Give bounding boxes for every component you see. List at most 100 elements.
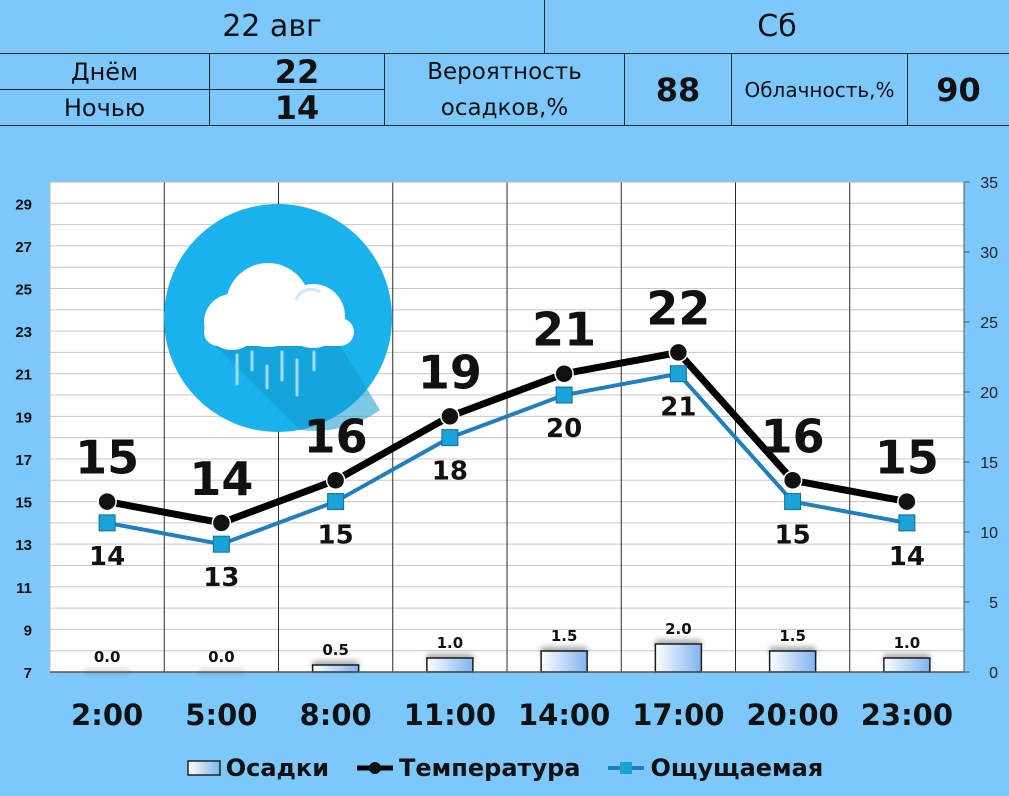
y-left-tick-label: 7 <box>24 665 32 682</box>
y-left-tick-label: 19 <box>15 409 32 426</box>
temperature-point <box>440 406 460 427</box>
feels-like-value-label: 13 <box>203 563 239 593</box>
temperature-value-label: 14 <box>189 452 253 506</box>
precip-prob-label-line1: Вероятность <box>427 58 582 85</box>
temperature-point <box>554 363 574 384</box>
y-left-tick-label: 17 <box>15 452 32 469</box>
night-temp-value: 14 <box>274 88 320 127</box>
y-right-tick-label: 30 <box>980 245 998 262</box>
cloud-value-cell: 90 <box>908 54 1009 126</box>
x-tick-label: 2:00 <box>71 698 143 732</box>
legend-item-temperature: Температура <box>355 754 580 782</box>
y-right-tick-label: 35 <box>980 175 998 192</box>
feels-like-line <box>106 371 908 547</box>
weekday-cell: Сб <box>545 0 1009 54</box>
precip-prob-label-line2: осадков,% <box>440 94 569 121</box>
temperature-value-label: 16 <box>304 409 368 463</box>
y-right-tick-label: 5 <box>989 595 998 612</box>
legend-temp-swatch <box>357 762 394 774</box>
y-right-tick-label: 10 <box>980 525 998 542</box>
precip-value-label: 0.0 <box>208 648 235 666</box>
forecast-chart: 0.0 0.0 0.5 1.0 1.5 2.0 1.5 1.0 15 14 16 19 21 22 16 15… <box>15 175 998 732</box>
precip-bar-shadow <box>84 668 131 674</box>
x-tick-label: 14:00 <box>518 698 610 732</box>
y-right-tick-label: 15 <box>980 455 998 472</box>
y-left-tick-label: 21 <box>15 367 32 384</box>
x-tick-label: 17:00 <box>632 698 724 732</box>
night-label: Ночью <box>63 93 146 122</box>
feels-like-value-label: 14 <box>89 542 125 572</box>
temperature-value-label: 15 <box>875 431 939 485</box>
precip-prob-value: 88 <box>655 70 701 109</box>
y-left-tick-label: 9 <box>24 622 32 639</box>
precip-bar <box>426 657 474 673</box>
legend-feels-swatch <box>608 762 645 774</box>
x-tick-label: 23:00 <box>861 698 953 732</box>
x-tick-label: 11:00 <box>404 698 496 732</box>
temperature-value-label: 19 <box>418 345 482 399</box>
day-label: Днём <box>70 57 139 86</box>
y-left-tick-label: 13 <box>15 537 32 554</box>
feels-like-point <box>327 493 345 511</box>
series-lines <box>97 342 917 553</box>
precip-bar <box>311 664 360 673</box>
temperature-value-label: 15 <box>75 431 139 485</box>
y-left-tick-label: 11 <box>16 580 32 597</box>
legend-item-precip: Осадки <box>186 754 329 782</box>
precip-prob-label-cell: Вероятность осадков,% <box>385 54 625 126</box>
header-table: 22 авг Сб Днём 22 Ночью 14 Вероятность о… <box>0 0 1009 127</box>
grid <box>49 181 965 673</box>
feels-like-value-label: 14 <box>889 542 925 572</box>
temperature-point <box>897 491 917 512</box>
y-left-tick-label: 15 <box>15 495 32 512</box>
precip-value-label: 1.0 <box>894 634 921 652</box>
feels-like-point <box>212 535 230 553</box>
feels-like-point <box>669 365 687 383</box>
temperature-value-label: 21 <box>532 303 596 357</box>
precip-value-label: 1.5 <box>551 627 578 645</box>
feels-like-value-label: 21 <box>660 393 696 423</box>
feels-like-value-label: 18 <box>432 457 468 487</box>
feels-like-value-label: 20 <box>546 414 582 444</box>
temperature-point <box>211 513 232 533</box>
cloud-label: Облачность,% <box>744 77 895 102</box>
temperature-value-label: 22 <box>646 281 710 335</box>
legend-label-feels: Ощущаемая <box>650 754 824 782</box>
y-left-tick-label: 25 <box>15 282 32 299</box>
precip-bar-shadow <box>198 668 245 674</box>
precip-bar <box>768 650 817 673</box>
axes: 7 9 11 13 15 17 19 21 23 25 27 29 0 5 10 15 20 25 30 35 2:00… <box>15 175 998 732</box>
precip-value-label: 1.0 <box>437 634 464 652</box>
date-text: 22 авг <box>222 9 322 44</box>
precip-prob-value-cell: 88 <box>625 54 732 126</box>
day-value-cell: 22 <box>210 52 385 91</box>
date-cell: 22 авг <box>0 0 545 54</box>
feels-like-point <box>898 514 916 532</box>
feels-like-value-label: 15 <box>318 521 354 551</box>
x-tick-label: 5:00 <box>185 698 257 732</box>
precip-bar <box>540 650 588 673</box>
y-right-tick-label: 25 <box>980 315 998 332</box>
temperature-line <box>106 348 908 527</box>
precip-bar <box>883 657 931 673</box>
y-right-tick-label: 0 <box>989 665 998 682</box>
night-label-cell: Ночью <box>0 90 210 126</box>
x-tick-label: 8:00 <box>300 698 372 732</box>
feels-like-value-label: 15 <box>775 521 811 551</box>
temperature-point <box>97 491 117 512</box>
weekday-text: Сб <box>757 9 797 44</box>
data-labels: 0.0 0.0 0.5 1.0 1.5 2.0 1.5 1.0 15 14 16 19 21 22 16 15… <box>75 281 939 666</box>
day-temp-value: 22 <box>274 52 320 91</box>
y-left-tick-label: 23 <box>15 324 32 341</box>
y-left-tick-label: 29 <box>15 196 32 213</box>
precip-value-label: 2.0 <box>665 620 692 638</box>
legend-label-temperature: Температура <box>399 754 581 782</box>
night-value-cell: 14 <box>210 88 385 127</box>
cloud-value: 90 <box>936 70 981 109</box>
y-left-tick-label: 27 <box>15 239 32 256</box>
precip-value-label: 0.5 <box>322 641 349 659</box>
legend-item-feels: Ощущаемая <box>606 754 823 782</box>
rain-cloud-icon <box>164 204 392 432</box>
legend-label-precip: Осадки <box>225 754 330 782</box>
x-tick-label: 20:00 <box>746 698 838 732</box>
